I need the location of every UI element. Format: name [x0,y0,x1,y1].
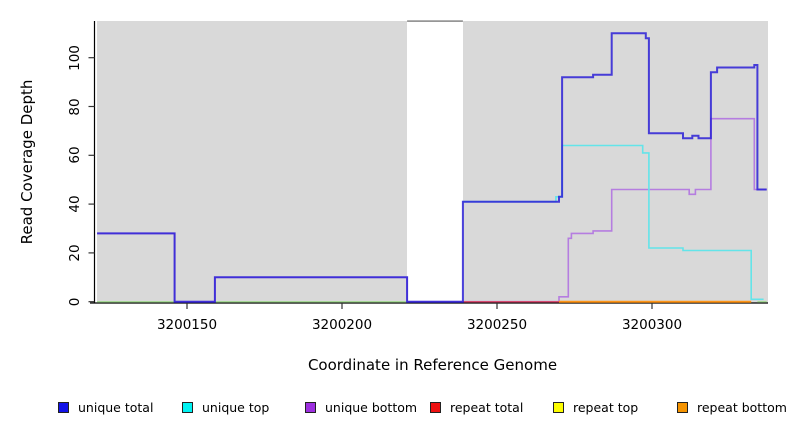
series-line-unique-bottom [97,117,767,303]
legend-label: repeat top [573,399,639,415]
legend-item-unique-total: unique total [58,398,153,416]
y-tick-label: 40 [67,195,83,213]
series-line-unique-total [97,32,767,303]
x-tick-label: 3200150 [156,317,218,333]
y-tick-label: 100 [67,44,83,71]
legend-label: unique total [78,399,154,415]
x-tick-label: 3200250 [466,317,528,333]
legend-item-repeat-top: repeat top [553,398,638,416]
legend-label: repeat total [450,399,524,415]
legend-item-repeat-bottom: repeat bottom [677,398,787,416]
y-tick-label: 60 [67,146,83,164]
legend-swatch-icon [182,401,193,413]
masked-region [407,21,463,303]
y-axis-label: Read Coverage Depth [18,79,36,245]
x-tick-label: 3200200 [311,317,373,333]
legend-label: unique bottom [325,399,418,415]
series-line-unique-top [462,144,764,301]
y-tick-label: 0 [67,297,83,306]
legend-swatch-icon [58,401,69,413]
y-tick-label: 80 [67,97,83,116]
legend-swatch-icon [305,401,316,413]
legend-swatch-icon [430,401,441,413]
x-axis-label: Coordinate in Reference Genome [307,356,558,374]
y-tick-label: 20 [67,244,83,262]
legend-item-unique-bottom: unique bottom [305,398,417,416]
legend: unique total unique top unique bottom repea… [0,398,792,422]
legend-label: unique top [202,399,270,415]
legend-item-unique-top: unique top [182,398,269,416]
x-tick-label: 3200300 [621,317,683,333]
legend-swatch-icon [677,401,688,413]
legend-label: repeat bottom [697,399,787,415]
legend-swatch-icon [553,401,564,413]
legend-item-repeat-total: repeat total [430,398,523,416]
